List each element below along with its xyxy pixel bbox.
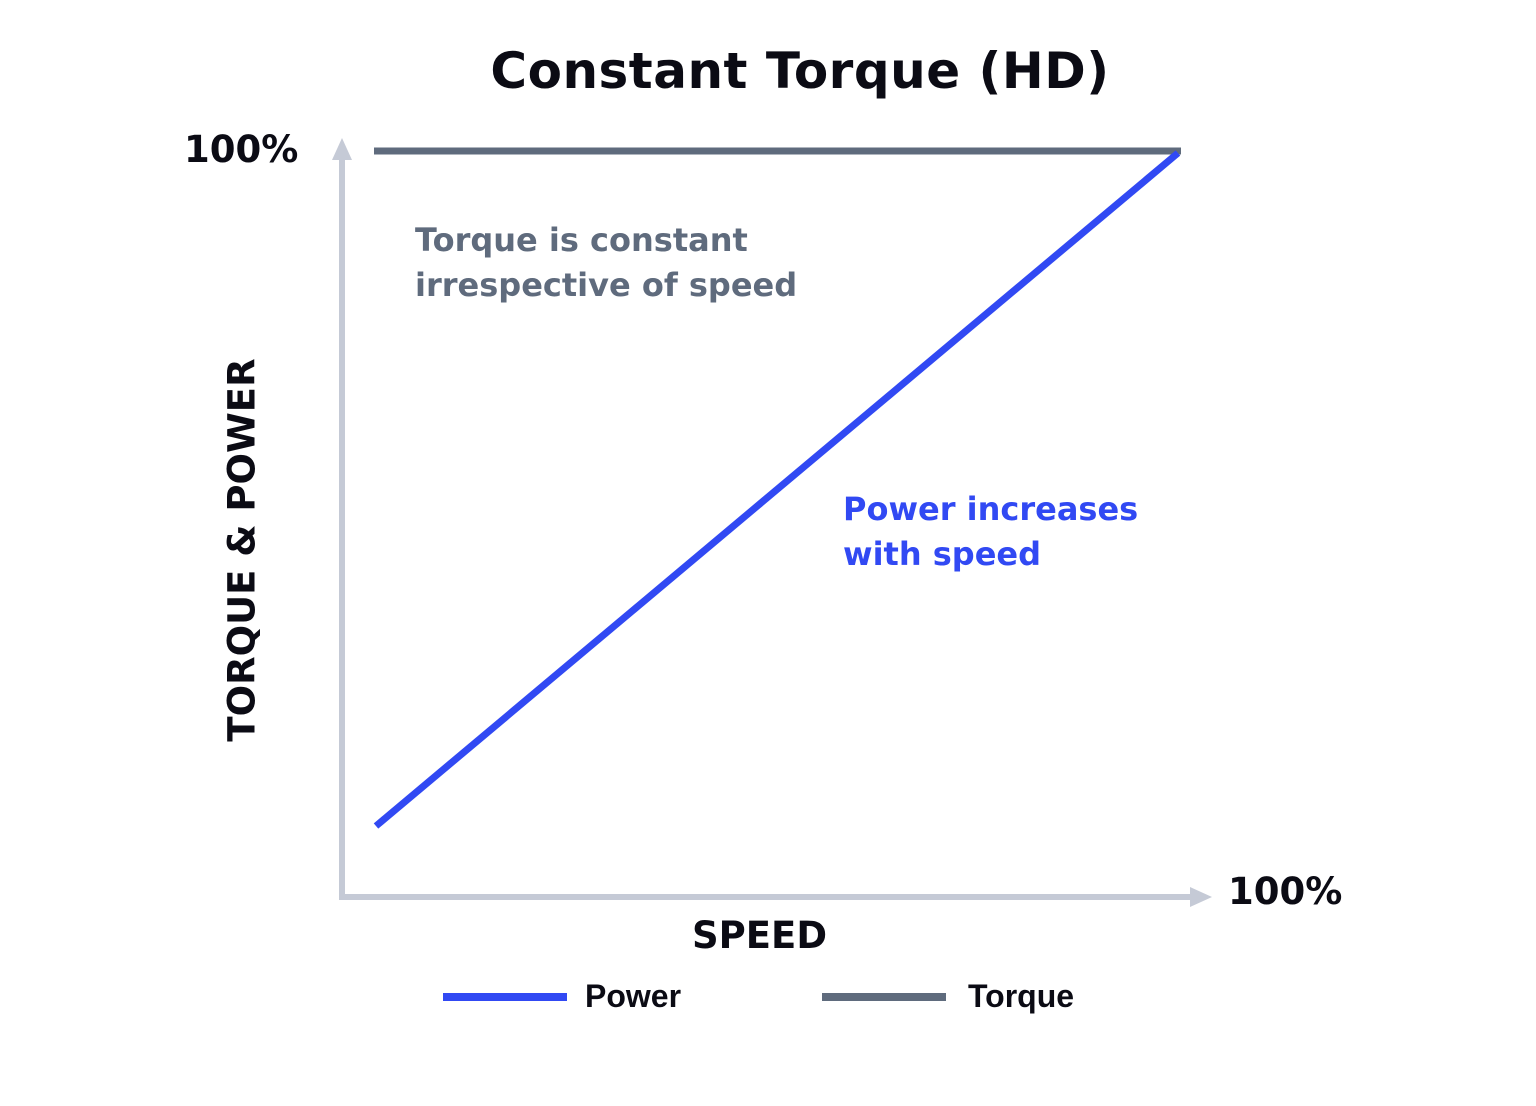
power-line <box>373 150 1181 829</box>
y-axis-arrow-icon <box>332 138 352 160</box>
y-axis-max-label: 100% <box>184 128 299 171</box>
legend-label-power: Power <box>585 978 682 1014</box>
power-annotation-line2: with speed <box>843 535 1042 573</box>
power-annotation-line1: Power increases <box>843 490 1139 528</box>
x-axis-max-label: 100% <box>1228 870 1343 913</box>
legend-swatch-power <box>443 992 567 1001</box>
x-axis-title: SPEED <box>692 914 828 957</box>
chart-title: Constant Torque (HD) <box>490 42 1110 100</box>
y-axis-title: TORQUE & POWER <box>220 358 264 742</box>
legend-item-power: Power <box>443 978 681 1015</box>
legend-item-torque: Torque <box>822 978 1074 1015</box>
torque-annotation-line2: irrespective of speed <box>415 266 798 304</box>
torque-annotation-line1: Torque is constant <box>415 221 748 259</box>
legend-swatch-torque <box>822 992 946 1001</box>
torque-annotation: Torque is constant irrespective of speed <box>415 218 797 308</box>
legend-label-torque: Torque <box>968 978 1075 1014</box>
x-axis-arrow-icon <box>1190 887 1212 907</box>
power-annotation: Power increases with speed <box>843 487 1138 577</box>
